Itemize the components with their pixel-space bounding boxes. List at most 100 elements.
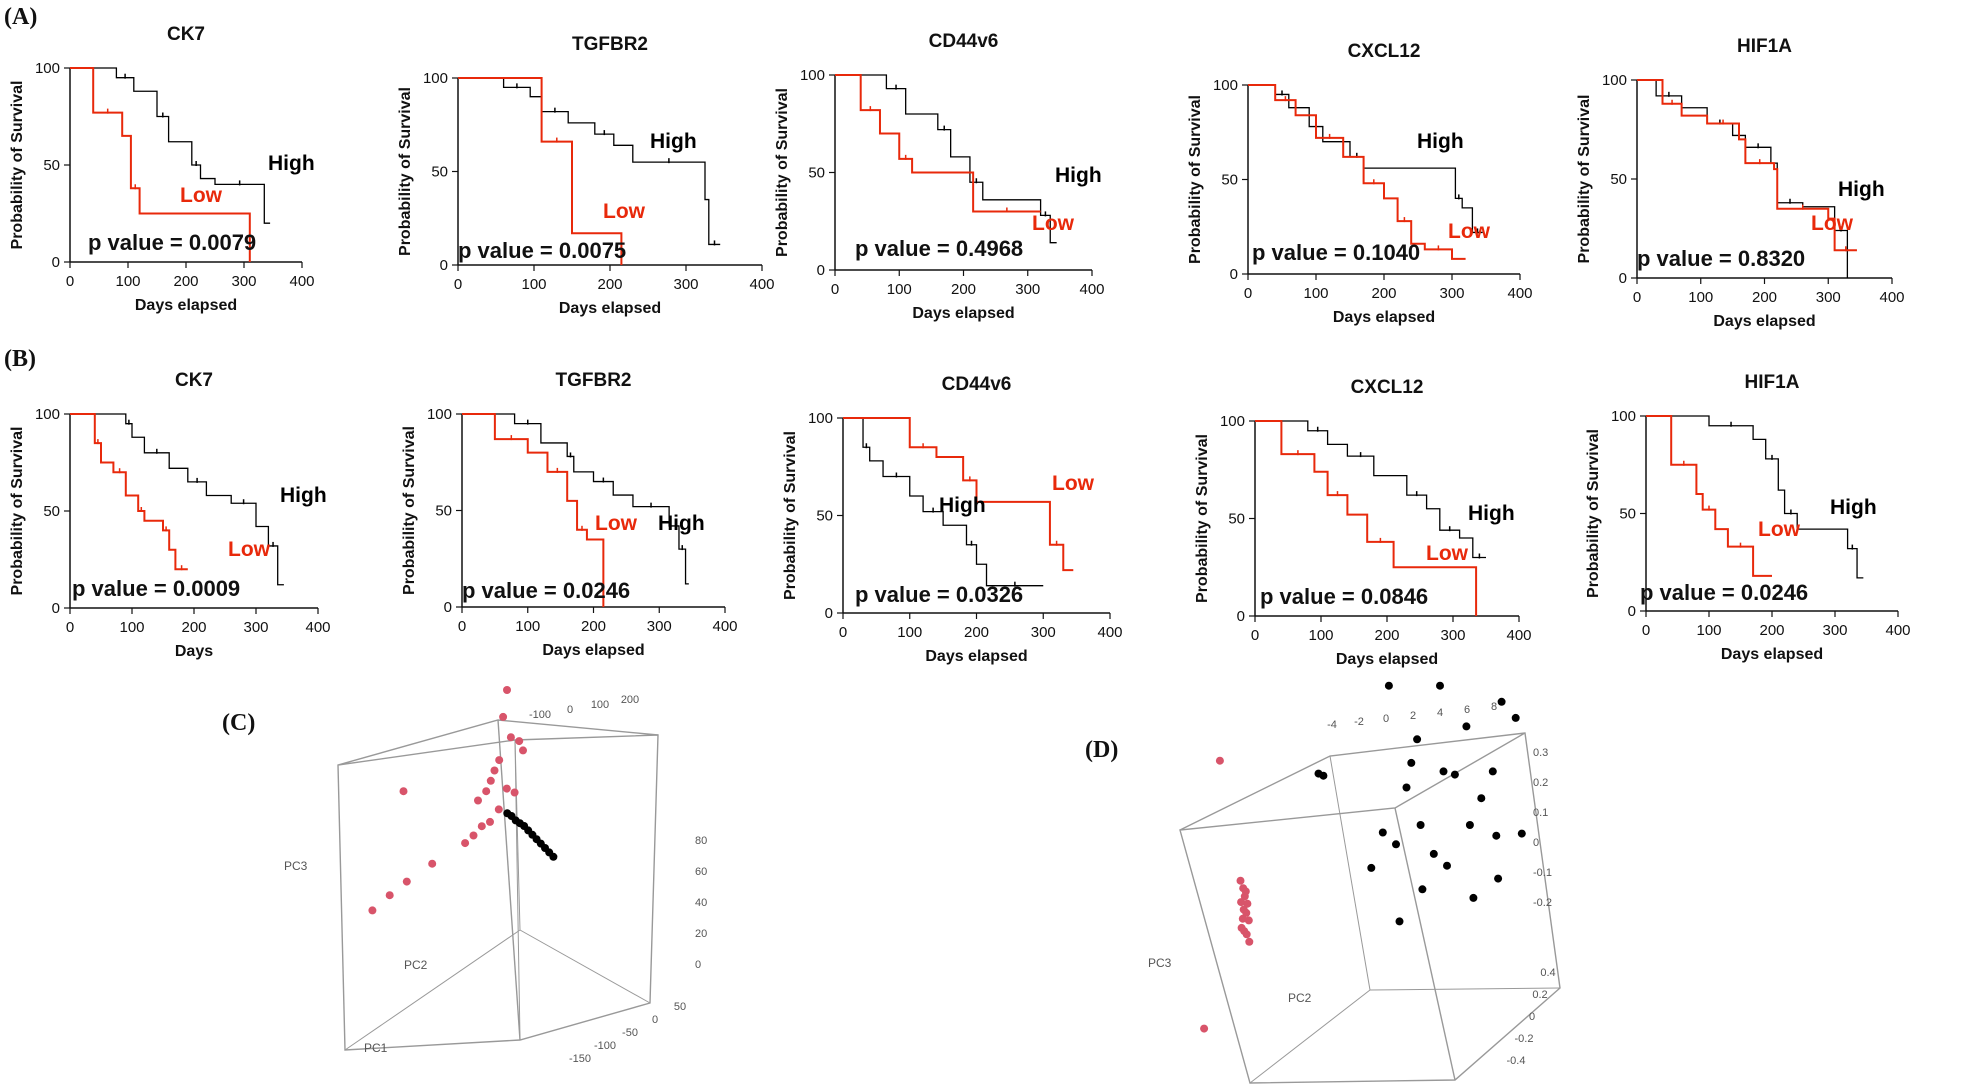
- km-curve-low: [70, 67, 251, 262]
- p-value-label: p value = 0.0246: [1640, 580, 1808, 605]
- z-tick-label: 0.3: [1533, 747, 1548, 759]
- chart-title: HIF1A: [1737, 36, 1792, 57]
- chart-title: HIF1A: [1745, 372, 1800, 393]
- pca-point-group1: [402, 877, 411, 886]
- y-tick-label: 100: [808, 410, 833, 427]
- y-axis-label: Probability of Survival: [774, 88, 791, 257]
- x-tick-label: 0: [66, 619, 74, 636]
- y-tick-label: -150: [569, 1053, 591, 1065]
- x-tick-label: 400: [1506, 627, 1531, 644]
- x-tick-label: 100: [1696, 622, 1721, 639]
- x-tick-label: 100: [119, 619, 144, 636]
- p-value-label: p value = 0.8320: [1637, 246, 1805, 271]
- pca-point-group1: [1200, 1024, 1209, 1033]
- p-value-label: p value = 0.1040: [1252, 240, 1420, 265]
- y-tick-label: 0: [444, 599, 452, 616]
- low-group-label: Low: [1811, 212, 1854, 235]
- x-tick-label: 0: [567, 704, 573, 716]
- x-tick-label: 100: [887, 281, 912, 298]
- y-tick-label: 0.4: [1540, 967, 1555, 979]
- y-tick-label: 100: [800, 67, 825, 84]
- y-tick-label: -0.4: [1507, 1055, 1526, 1067]
- pca-point-group2: [1465, 821, 1474, 829]
- pca-point-group1: [490, 766, 499, 775]
- x-tick-label: 100: [521, 276, 546, 293]
- x-axis-label: PC1: [364, 1041, 388, 1055]
- x-axis-label: Days elapsed: [1333, 309, 1435, 326]
- y-tick-label: 0: [1230, 266, 1238, 283]
- x-tick-label: 2: [1410, 710, 1416, 722]
- x-tick-label: -100: [529, 709, 551, 721]
- km-curve-high: [1255, 420, 1486, 559]
- z-tick-label: 0.1: [1533, 807, 1548, 819]
- x-tick-label: 400: [305, 619, 330, 636]
- low-group-label: Low: [228, 538, 271, 561]
- km-curve-high: [1248, 84, 1483, 234]
- y-tick-label: -0.2: [1515, 1033, 1534, 1045]
- chart-title: TGFBR2: [572, 34, 648, 55]
- x-tick-label: 200: [1759, 622, 1784, 639]
- pca-point-group2: [1384, 681, 1393, 690]
- pca-point-group1: [399, 787, 408, 796]
- y-tick-label: 100: [1602, 72, 1627, 89]
- pca-d-plot: -4 -2 0 2 4 6 8 0.3 0.2 0.1 0 -0.1 -0.2 0.4 0.2 0 -0.2 -0…: [1148, 681, 1561, 1084]
- km-chart-B-CK7: CK7 0 100 200 300 400 0 50 100 Days Probability of…: [9, 370, 331, 660]
- high-group-label: High: [1838, 178, 1885, 201]
- y-tick-label: 0.2: [1532, 989, 1547, 1001]
- y-tick-label: 50: [435, 503, 452, 520]
- x-tick-label: 0: [1251, 627, 1259, 644]
- km-curve-high: [843, 417, 1044, 587]
- y-tick-label: 50: [431, 164, 448, 181]
- x-tick-label: 400: [1507, 285, 1532, 302]
- pca-point-group2: [1492, 831, 1501, 840]
- x-tick-label: 0: [454, 276, 462, 293]
- x-tick-label: 300: [1031, 624, 1056, 641]
- x-tick-label: 200: [597, 276, 622, 293]
- pca-point-group1: [1215, 756, 1224, 765]
- pca-point-group2: [1429, 849, 1438, 858]
- pca-point-group1: [486, 817, 494, 826]
- y-tick-label: 100: [1611, 408, 1636, 425]
- pca-point-group1: [368, 906, 377, 915]
- cube-edge: [519, 929, 651, 1004]
- pca-point-group2: [1378, 828, 1387, 837]
- cube-edge: [497, 719, 521, 1041]
- high-group-label: High: [939, 494, 986, 517]
- y-tick-label: 0: [52, 600, 60, 617]
- y-tick-label: 0: [52, 254, 60, 271]
- chart-title: CXCL12: [1351, 377, 1424, 398]
- pca-point-group1: [495, 756, 504, 765]
- low-group-label: Low: [1758, 518, 1801, 541]
- pca-point-group2: [1416, 821, 1425, 829]
- z-tick-label: 0: [695, 959, 701, 971]
- z-tick-label: 0: [1533, 837, 1539, 849]
- panel-label-a: (A): [4, 4, 37, 30]
- km-chart-A-CK7: CK7 0 100 200 300 400 0 50 100 Days elapsed Probab…: [9, 24, 315, 314]
- km-curve-low: [70, 413, 188, 571]
- x-tick-label: 100: [591, 699, 609, 711]
- pca-point-group2: [1494, 874, 1503, 883]
- high-group-label: High: [1468, 502, 1515, 525]
- cube-edge: [1369, 987, 1561, 991]
- x-tick-label: 400: [1097, 624, 1122, 641]
- y-tick-label: 0: [1619, 270, 1627, 287]
- cube-edge: [344, 929, 521, 1051]
- z-axis-label: PC3: [284, 859, 308, 873]
- y-axis-label: Probability of Survival: [401, 426, 418, 595]
- high-group-label: High: [268, 152, 315, 175]
- pca-point-group1: [1240, 892, 1249, 901]
- low-group-label: Low: [595, 512, 638, 535]
- p-value-label: p value = 0.4968: [855, 236, 1023, 261]
- x-tick-label: 200: [964, 624, 989, 641]
- y-tick-label: 0: [652, 1014, 658, 1026]
- pca-point-group1: [510, 788, 519, 797]
- chart-title: CXCL12: [1348, 41, 1421, 62]
- pca-point-group2: [1469, 893, 1478, 902]
- y-tick-label: 0: [1529, 1011, 1535, 1023]
- chart-title: TGFBR2: [556, 370, 632, 391]
- chart-title: CK7: [175, 370, 213, 391]
